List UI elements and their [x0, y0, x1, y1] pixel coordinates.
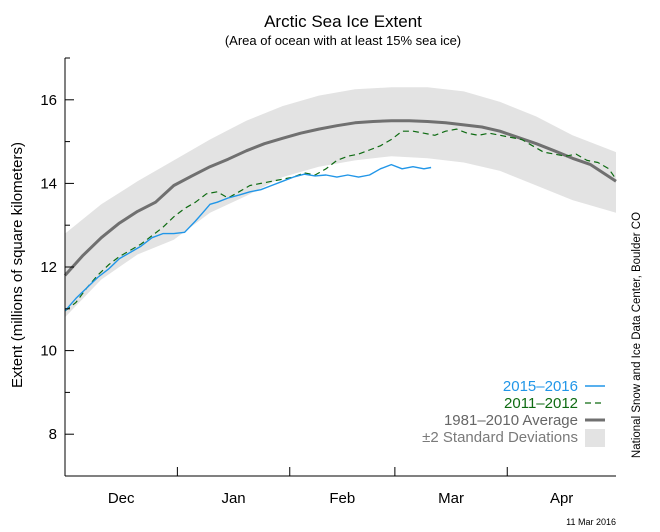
x-tick-label: Jan: [221, 490, 245, 507]
series-line-2015-2016: [64, 163, 432, 312]
y-tick-label: 12: [40, 259, 57, 276]
legend-label: 1981–2010 Average: [444, 412, 578, 429]
legend-label: ±2 Standard Deviations: [422, 429, 578, 446]
x-tick-label: Dec: [108, 490, 135, 507]
x-tick-label: Mar: [438, 490, 464, 507]
y-tick-label: 8: [49, 426, 57, 443]
x-tick-label: Apr: [550, 490, 573, 507]
legend-label: 2015–2016: [503, 378, 578, 395]
chart-title: Arctic Sea Ice Extent: [264, 12, 422, 31]
y-tick-label: 16: [40, 92, 57, 109]
y-axis-label: Extent (millions of square kilometers): [9, 142, 26, 388]
y-tick-label: 10: [40, 343, 57, 360]
chart-subtitle: (Area of ocean with at least 15% sea ice…: [225, 33, 461, 48]
std-band: [65, 87, 616, 318]
credit-label: National Snow and Ice Data Center, Bould…: [631, 212, 643, 458]
x-tick-label: Feb: [329, 490, 355, 507]
series-line-2011-2012: [64, 128, 617, 312]
y-tick-label: 14: [40, 175, 57, 192]
date-stamp: 11 Mar 2016: [566, 517, 616, 527]
legend-swatch-std-band: [585, 429, 605, 447]
legend-label: 2011–2012: [504, 395, 578, 412]
series-line-average: [63, 119, 617, 277]
plot-area: 8 10 12 14 16 Dec Jan Feb Mar Apr: [40, 57, 617, 507]
